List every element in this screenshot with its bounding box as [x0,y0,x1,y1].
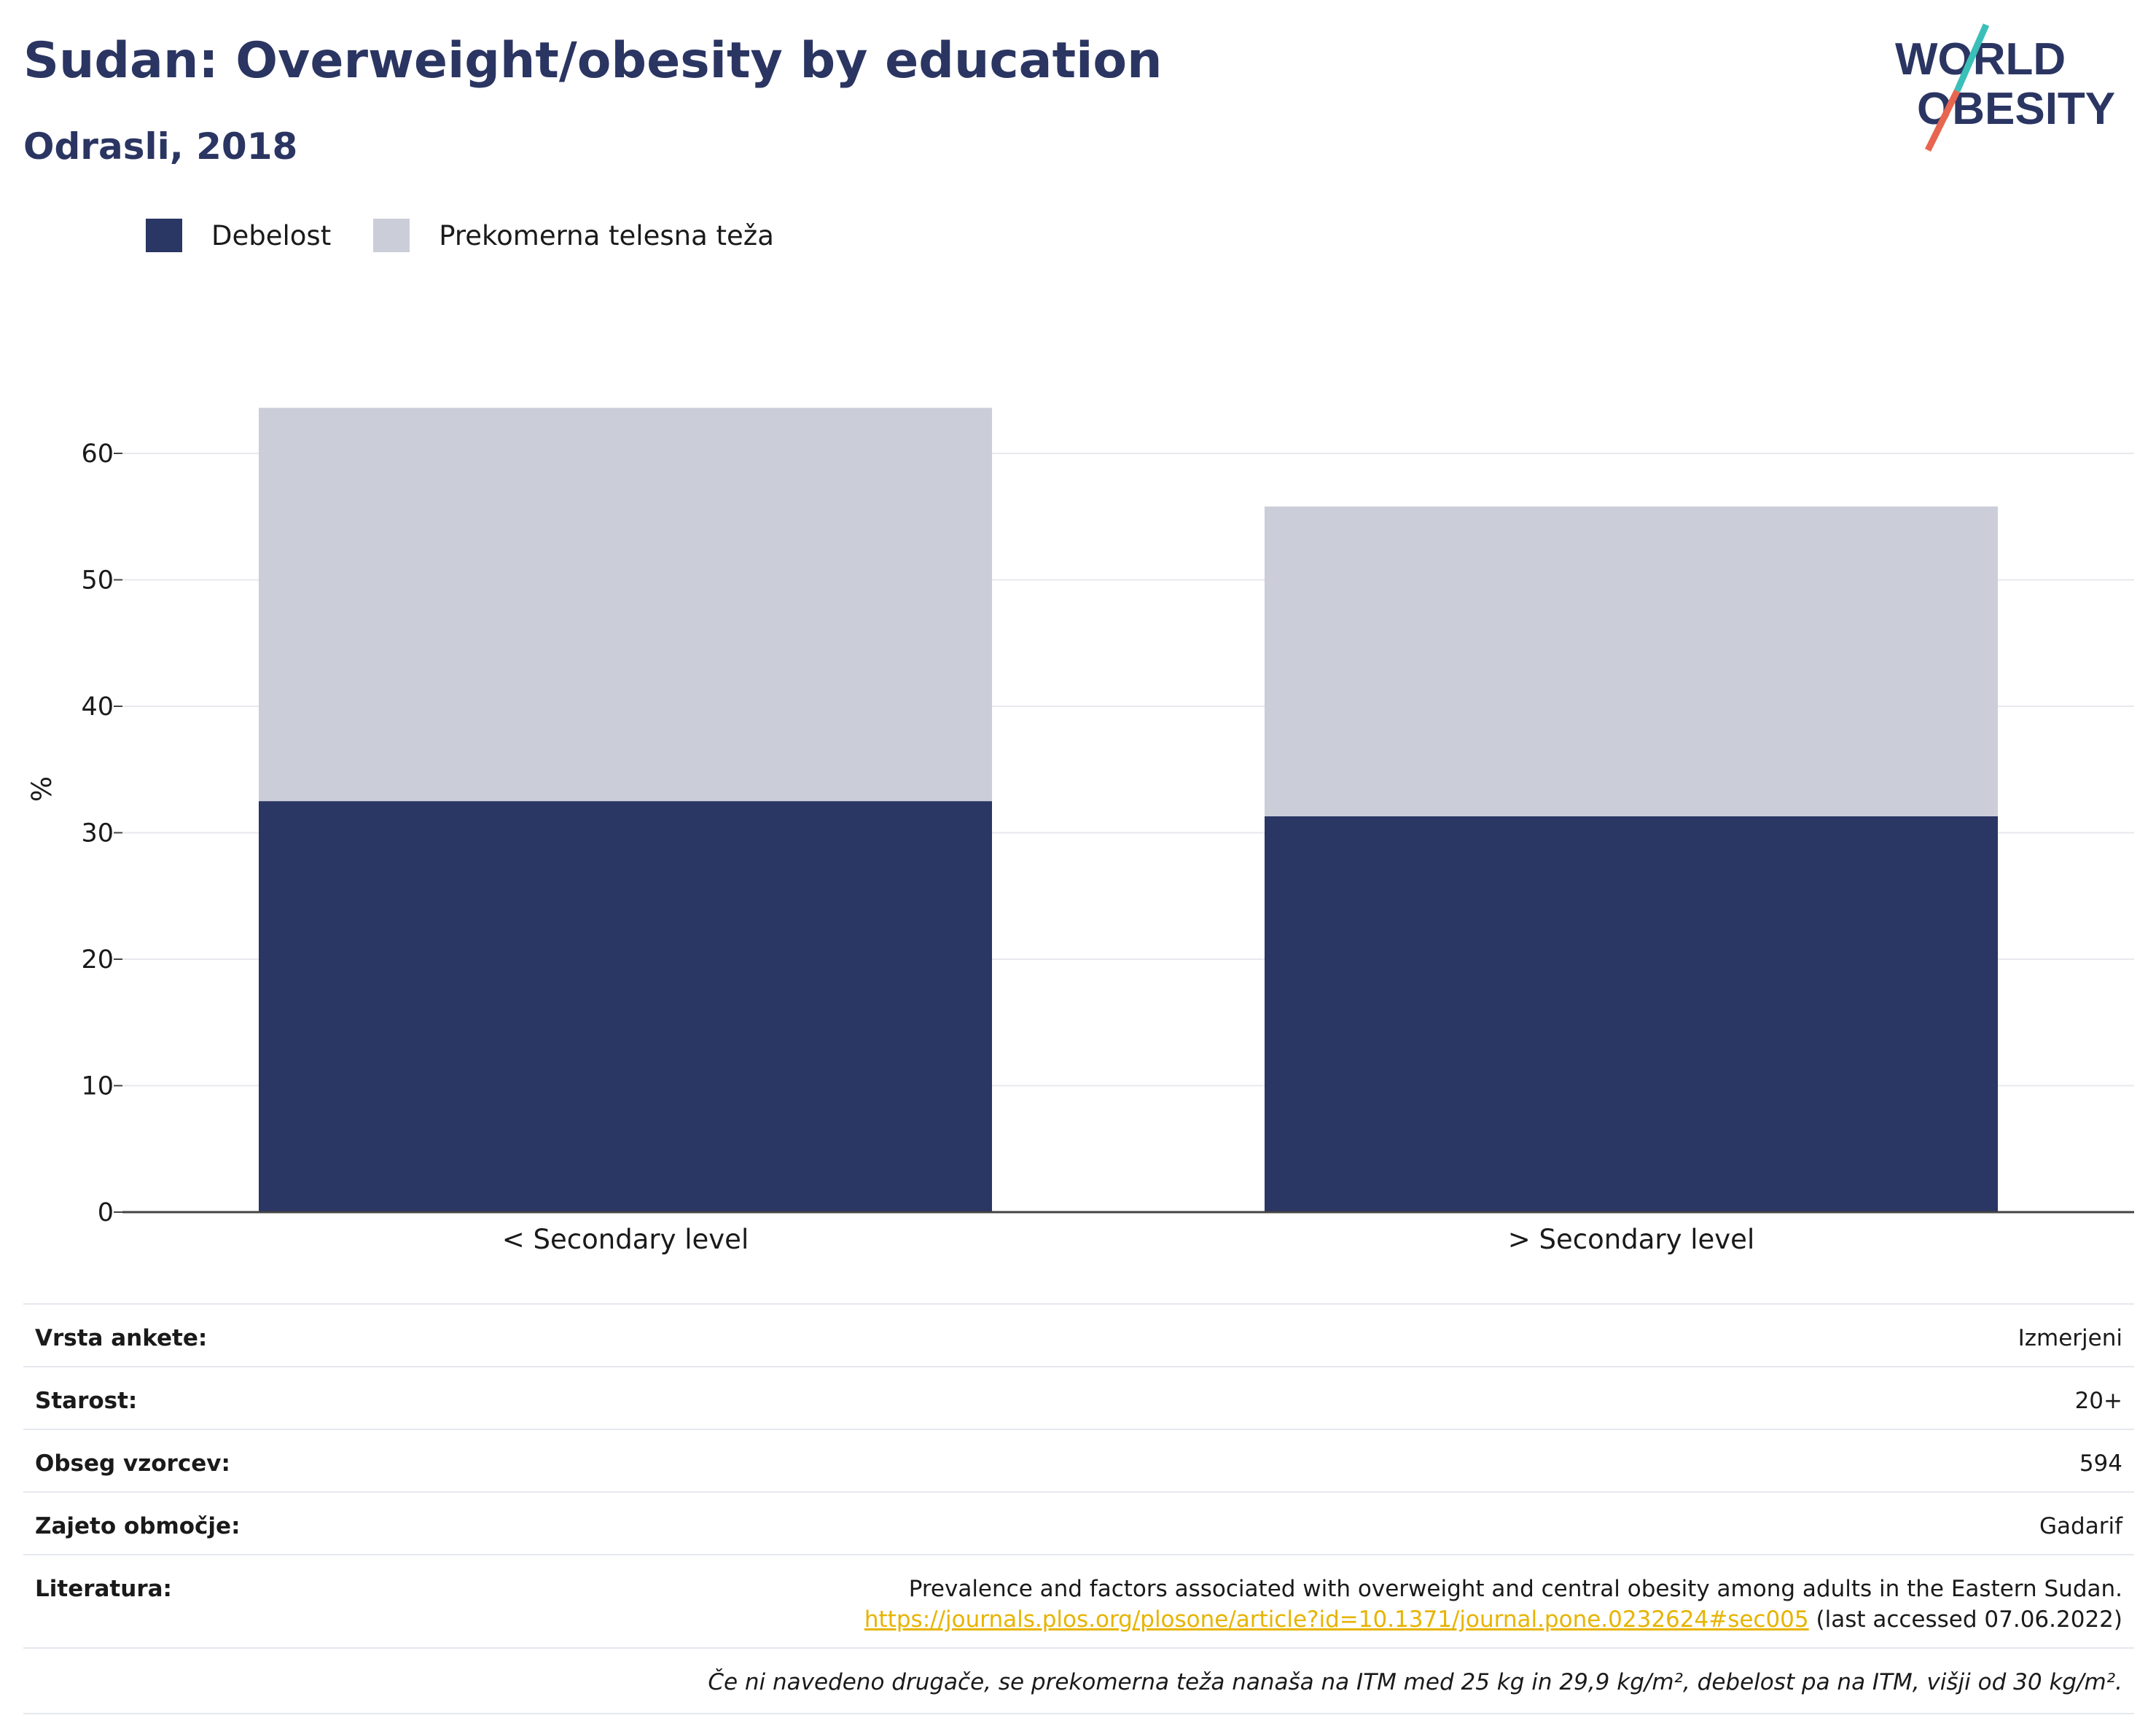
bar-debelost [1265,816,1998,1212]
reference-text: Prevalence and factors associated with o… [908,1576,2122,1602]
bar-prekomerna [259,407,992,802]
logo-slash-red [1924,90,1961,152]
y-tick-label: 10 [81,1072,114,1101]
y-tick-label: 60 [81,440,114,469]
meta-label: Obseg vzorcev: [35,1450,230,1477]
meta-value: 594 [2079,1450,2122,1477]
metadata-table: Vrsta ankete: Izmerjeni Starost: 20+ Obs… [23,1303,2134,1714]
legend-label-debelost: Debelost [211,219,332,251]
y-tick-label: 50 [81,566,114,595]
meta-value: Gadarif [2039,1513,2122,1539]
meta-row-area: Zajeto območje: Gadarif [23,1491,2134,1554]
world-obesity-logo: WORLD OBESITY [1895,23,2115,152]
meta-row-sample-size: Obseg vzorcev: 594 [23,1429,2134,1491]
bar-debelost [259,801,992,1212]
reference-accessed: (last accessed 07.06.2022) [1816,1606,2122,1633]
meta-label: Vrsta ankete: [35,1325,208,1351]
bar-prekomerna [1265,506,1998,816]
y-tick-label: 20 [81,945,114,975]
y-axis-label: % [26,776,58,802]
legend-item-prekomerna[interactable]: Prekomerna telesna teža [373,219,774,252]
legend-label-prekomerna: Prekomerna telesna teža [439,219,774,251]
y-tick-label: 0 [98,1198,114,1227]
logo-slash-teal [1953,23,1990,93]
chart-legend: Debelost Prekomerna telesna teža [146,219,816,252]
chart-subtitle: Odrasli, 2018 [23,125,298,168]
reference-link[interactable]: https://journals.plos.org/plosone/articl… [864,1606,1809,1633]
y-tick-label: 40 [81,692,114,722]
x-tick-label: > Secondary level [1508,1224,1754,1255]
meta-label: Literatura: [35,1576,172,1602]
reference-value: Prevalence and factors associated with o… [864,1576,2122,1633]
y-tick-label: 30 [81,819,114,848]
stacked-bar-chart: 0 10 20 30 40 50 60% < Secondary level > Seconda… [26,407,2134,1255]
meta-row-survey-type: Vrsta ankete: Izmerjeni [23,1303,2134,1366]
reference-link-line: https://journals.plos.org/plosone/articl… [864,1606,2122,1633]
x-tick-label: < Secondary level [502,1224,749,1255]
definition-note: Če ni navedeno drugače, se prekomerna te… [23,1647,2134,1714]
meta-row-reference: Literatura: Prevalence and factors assoc… [23,1554,2134,1647]
legend-swatch-prekomerna [373,219,410,252]
legend-swatch-debelost [146,219,182,252]
legend-item-debelost[interactable]: Debelost [146,219,331,252]
meta-row-age: Starost: 20+ [23,1366,2134,1429]
meta-label: Starost: [35,1388,138,1414]
meta-value: 20+ [2074,1388,2122,1414]
chart-title: Sudan: Overweight/obesity by education [23,32,1163,90]
meta-label: Zajeto območje: [35,1513,241,1539]
meta-value: Izmerjeni [2018,1325,2122,1351]
